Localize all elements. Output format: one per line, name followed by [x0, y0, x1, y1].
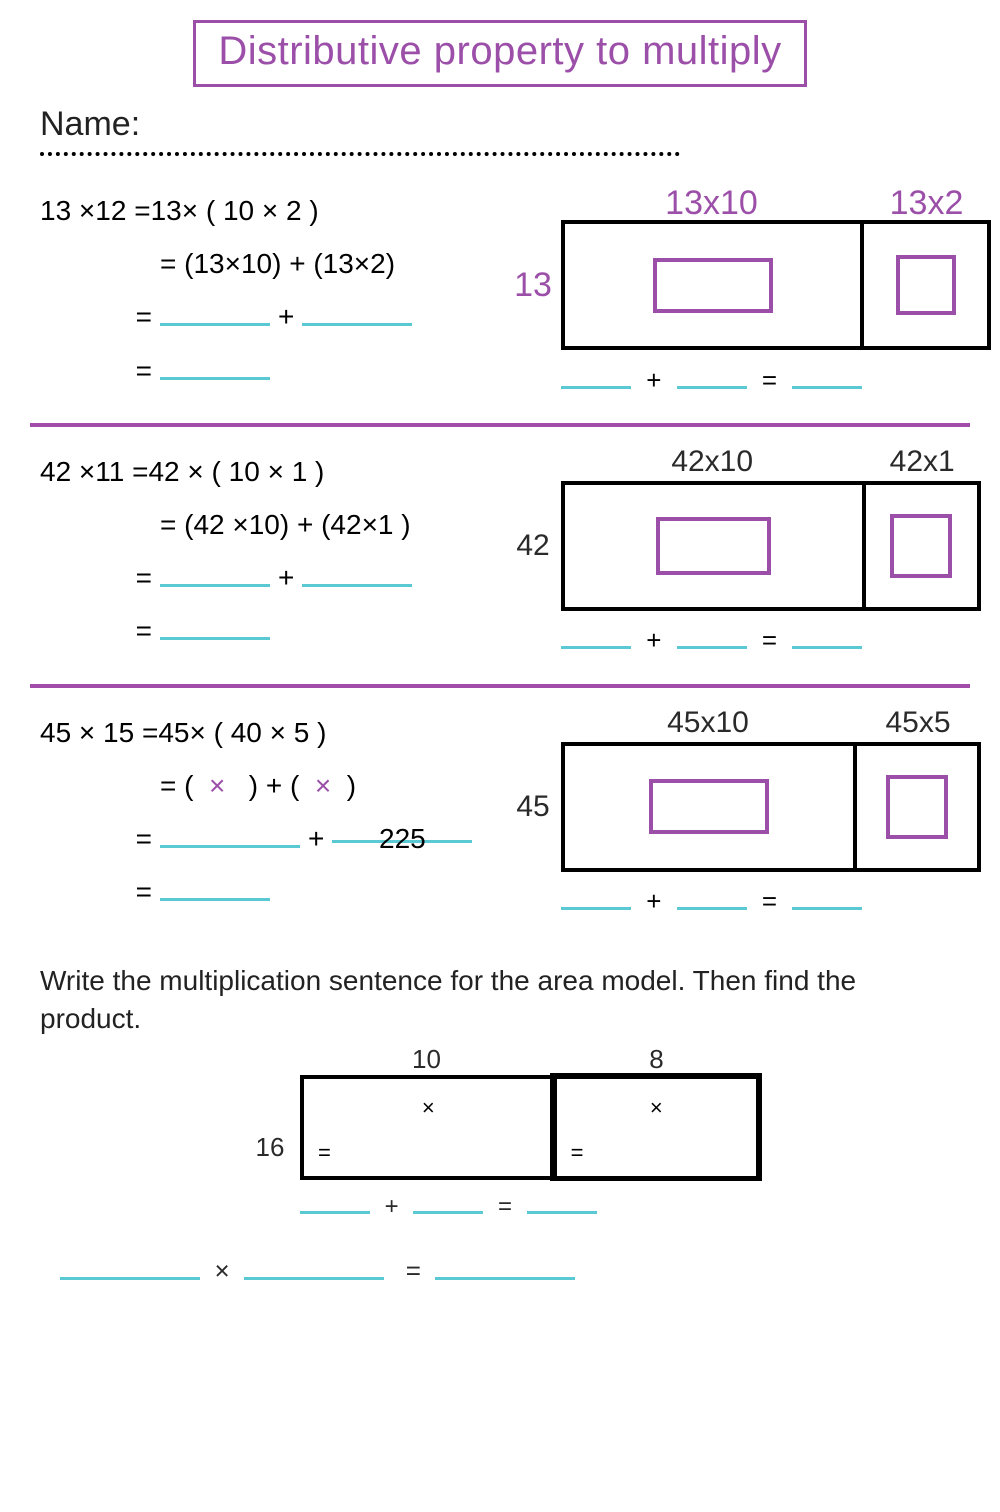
- problem-2: 42 ×11 =42 × ( 10 × 1 ) = (42 ×10) + (42…: [30, 435, 970, 680]
- divider-1: [30, 423, 970, 427]
- worksheet-page: Distributive property to multiply Name: …: [0, 0, 1000, 1512]
- p2-blank-b[interactable]: [302, 556, 412, 587]
- p3-sum-line: + =: [505, 882, 981, 918]
- times-icon: ×: [650, 1095, 663, 1121]
- p2-sum-r[interactable]: [792, 621, 862, 650]
- final-blank-a[interactable]: [60, 1251, 200, 1280]
- equals-icon: =: [406, 1256, 421, 1286]
- p1-sum-line: + =: [505, 360, 991, 396]
- times-icon: ×: [315, 770, 331, 801]
- p1-line2: = (13×10) + (13×2): [160, 248, 395, 279]
- p4-cell-left[interactable]: × =: [304, 1079, 553, 1176]
- p4-sum-b[interactable]: [413, 1188, 483, 1214]
- p4-side-label: 16: [240, 1074, 300, 1221]
- p1-sum-a[interactable]: [561, 360, 631, 389]
- name-label: Name:: [40, 105, 970, 144]
- p2-inner-left[interactable]: [656, 517, 771, 575]
- problem-1: 13 ×12 =13× ( 10 × 2 ) = (13×10) + (13×2…: [30, 174, 970, 419]
- p1-side-label: 13: [505, 220, 561, 350]
- p2-rhs1: 42 × ( 10 × 1 ): [148, 456, 324, 487]
- p1-blank-b[interactable]: [302, 296, 412, 327]
- p4-top-left: 10: [300, 1044, 553, 1075]
- page-title: Distributive property to multiply: [193, 20, 806, 87]
- problem-1-equations: 13 ×12 =13× ( 10 × 2 ) = (13×10) + (13×2…: [30, 184, 475, 397]
- p1-blank-result[interactable]: [160, 349, 270, 380]
- p3-sum-a[interactable]: [561, 882, 631, 911]
- p4-top-right: 8: [553, 1044, 760, 1075]
- p1-top-right-label: 13x2: [862, 184, 991, 223]
- p3-side-label: 45: [505, 742, 561, 872]
- p4-cell-right[interactable]: × =: [553, 1079, 756, 1176]
- final-multiplication-sentence: × =: [60, 1251, 970, 1287]
- p2-inner-right[interactable]: [890, 514, 952, 578]
- problem-3-equations: 45 × 15 =45× ( 40 × 5 ) = ( × ) + ( × ) …: [30, 706, 475, 919]
- p3-top-right-label: 45x5: [855, 706, 981, 740]
- p2-sum-line: + =: [505, 621, 981, 657]
- times-icon: ×: [422, 1095, 435, 1121]
- p2-line2: = (42 ×10) + (42×1 ): [160, 509, 411, 540]
- p2-sum-b[interactable]: [677, 621, 747, 650]
- p1-blank-a[interactable]: [160, 296, 270, 327]
- p3-top-left-label: 45x10: [561, 706, 855, 740]
- p1-sum-b[interactable]: [677, 360, 747, 389]
- p2-top-left-label: 42x10: [561, 445, 863, 479]
- p1-inner-left[interactable]: [653, 258, 773, 313]
- p4-sum-line: + =: [300, 1188, 760, 1221]
- p3-blank-b[interactable]: 225: [332, 812, 472, 843]
- final-blank-b[interactable]: [244, 1251, 384, 1280]
- problem-2-area-model: 42x10 42x1 42 + =: [505, 445, 981, 657]
- title-container: Distributive property to multiply: [30, 20, 970, 87]
- p3-blank-a[interactable]: [160, 817, 300, 848]
- p3-sum-b[interactable]: [677, 882, 747, 911]
- p2-side-label: 42: [505, 481, 561, 611]
- equals-icon: =: [571, 1140, 584, 1166]
- p1-inner-right[interactable]: [896, 255, 956, 315]
- divider-2: [30, 684, 970, 688]
- p1-sum-r[interactable]: [792, 360, 862, 389]
- p3-inner-right[interactable]: [886, 775, 948, 839]
- p4-sum-a[interactable]: [300, 1188, 370, 1214]
- p1-rhs1: 13× ( 10 × 2 ): [151, 195, 319, 226]
- instructions-text: Write the multiplication sentence for th…: [40, 962, 860, 1038]
- p3-inner-left[interactable]: [649, 779, 769, 834]
- problem-1-area-model: 13x10 13x2 13 + =: [505, 184, 991, 396]
- p3-rhs1: 45× ( 40 × 5 ): [158, 717, 326, 748]
- times-icon: ×: [214, 1256, 229, 1286]
- p1-top-left-label: 13x10: [561, 184, 862, 223]
- p4-sum-r[interactable]: [527, 1188, 597, 1214]
- final-blank-r[interactable]: [435, 1251, 575, 1280]
- p1-lhs: 13 ×12: [40, 195, 126, 226]
- p3-lhs: 45 × 15: [40, 717, 134, 748]
- p2-lhs: 42 ×11: [40, 456, 124, 487]
- problem-3-area-model: 45x10 45x5 45 + =: [505, 706, 981, 918]
- p3-blank-result[interactable]: [160, 870, 270, 901]
- problem-4-area-model: 10 8 16 × = × = + =: [240, 1044, 760, 1221]
- equals-icon: =: [318, 1140, 331, 1166]
- p2-top-right-label: 42x1: [863, 445, 981, 479]
- name-line[interactable]: [40, 152, 680, 156]
- p3-sum-r[interactable]: [792, 882, 862, 911]
- times-icon: ×: [209, 770, 225, 801]
- problem-3: 45 × 15 =45× ( 40 × 5 ) = ( × ) + ( × ) …: [30, 696, 970, 941]
- p2-sum-a[interactable]: [561, 621, 631, 650]
- problem-2-equations: 42 ×11 =42 × ( 10 × 1 ) = (42 ×10) + (42…: [30, 445, 475, 658]
- p2-blank-result[interactable]: [160, 610, 270, 641]
- p2-blank-a[interactable]: [160, 556, 270, 587]
